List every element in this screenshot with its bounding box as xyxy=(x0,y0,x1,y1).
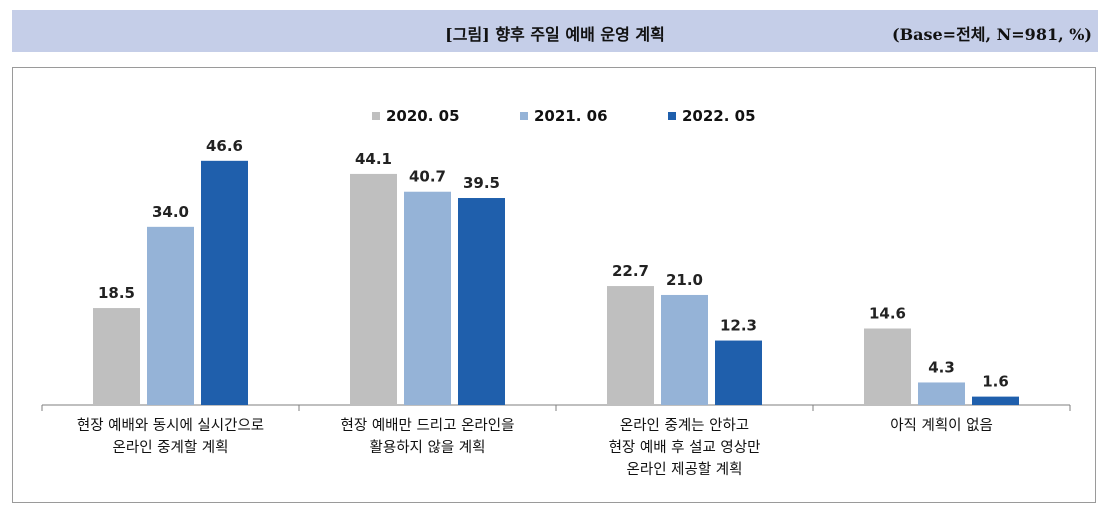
bar xyxy=(918,382,965,405)
chart-frame xyxy=(12,67,1096,503)
category-label: 온라인 제공할 계획 xyxy=(627,461,743,478)
data-label: 22.7 xyxy=(612,262,649,280)
category-label: 현장 예배와 동시에 실시간으로 xyxy=(77,417,264,434)
legend-label: 2021. 06 xyxy=(534,107,608,125)
bar xyxy=(93,308,140,405)
bar xyxy=(404,191,451,405)
bar xyxy=(607,286,654,405)
bar xyxy=(715,340,762,405)
bar xyxy=(201,160,248,405)
data-label: 1.6 xyxy=(982,373,1009,391)
data-label: 21.0 xyxy=(666,271,703,289)
category-label: 아직 계획이 없음 xyxy=(890,417,993,434)
bar xyxy=(350,173,397,405)
category-label: 현장 예배만 드리고 온라인을 xyxy=(341,417,515,434)
chart-header: [그림] 향후 주일 예배 운영 계획 (Base=전체, N=981, %) xyxy=(12,10,1098,52)
base-note: (Base=전체, N=981, %) xyxy=(892,25,1092,44)
bar xyxy=(458,198,505,405)
category-label: 온라인 중계할 계획 xyxy=(113,439,229,456)
data-label: 14.6 xyxy=(869,304,906,322)
bar xyxy=(864,328,911,405)
category-label: 현장 예배 후 설교 영상만 xyxy=(609,439,761,456)
data-label: 40.7 xyxy=(409,168,446,186)
legend-swatch xyxy=(668,112,676,120)
data-label: 46.6 xyxy=(206,137,243,155)
data-label: 18.5 xyxy=(98,284,135,302)
legend-label: 2022. 05 xyxy=(682,107,756,125)
data-label: 4.3 xyxy=(928,358,955,376)
data-label: 44.1 xyxy=(355,150,392,168)
bar xyxy=(661,294,708,405)
data-label: 39.5 xyxy=(463,174,500,192)
legend-swatch xyxy=(372,112,380,120)
data-label: 34.0 xyxy=(152,203,189,221)
legend-label: 2020. 05 xyxy=(386,107,460,125)
legend-swatch xyxy=(520,112,528,120)
bar xyxy=(972,396,1019,405)
data-label: 12.3 xyxy=(720,317,757,335)
category-label: 활용하지 않을 계획 xyxy=(370,439,486,456)
category-label: 온라인 중계는 안하고 xyxy=(620,417,749,434)
bar xyxy=(147,226,194,405)
chart-title: [그림] 향후 주일 예배 운영 계획 xyxy=(445,25,665,44)
